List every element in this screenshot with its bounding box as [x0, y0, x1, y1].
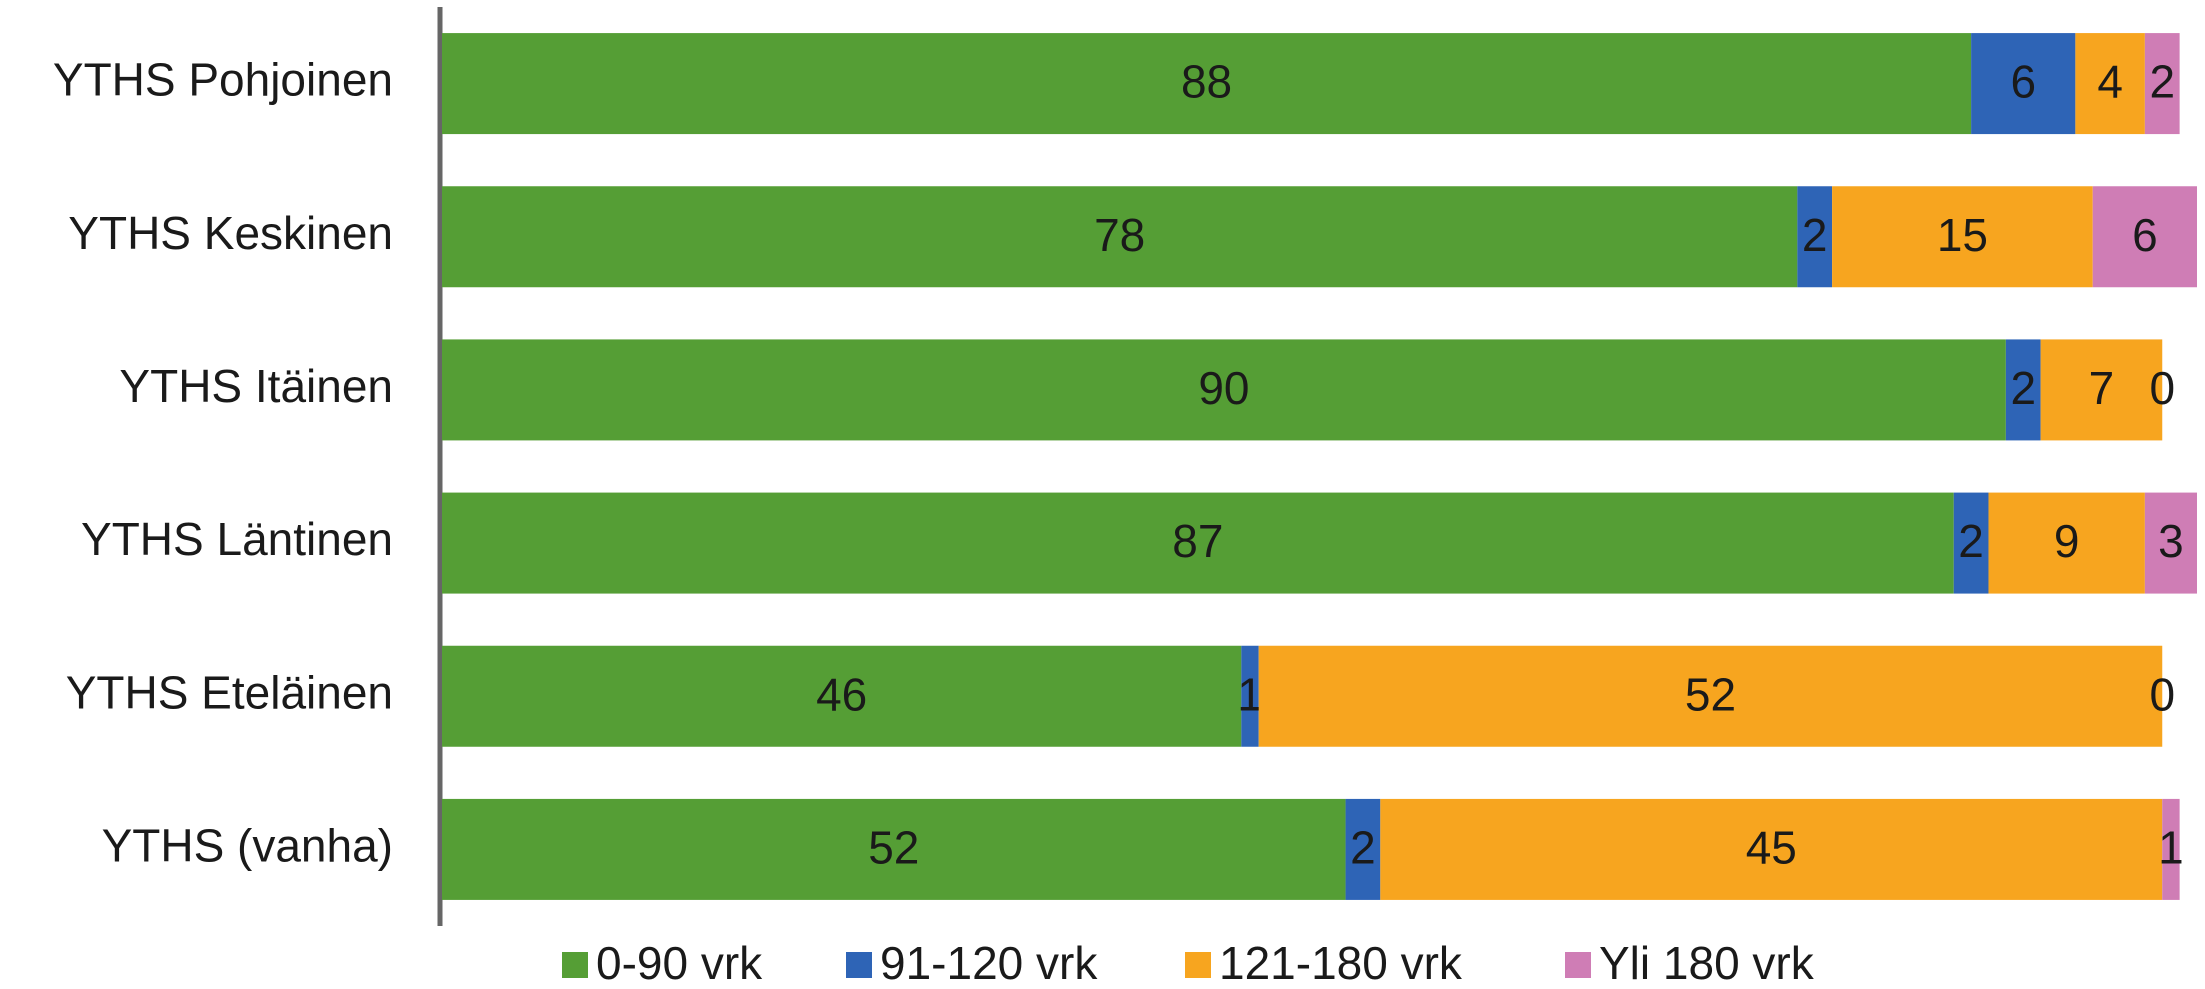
bar-segment: [1241, 645, 1259, 747]
bar-segment: [2144, 492, 2197, 594]
data-label: 88: [1181, 56, 1232, 108]
data-label: 15: [1937, 209, 1988, 261]
data-label: 0: [2149, 362, 2175, 414]
data-label: 1: [1237, 668, 1263, 720]
y-tick-label: YTHS Eteläinen: [66, 666, 393, 718]
y-tick-label: YTHS Läntinen: [81, 513, 393, 565]
y-tick-label: YTHS (vanha): [102, 820, 393, 872]
bar-segment: [442, 645, 1242, 747]
data-label: 2: [1958, 515, 1984, 567]
bar-segment: [442, 798, 1346, 900]
data-label: 0: [2149, 668, 2175, 720]
data-label: 78: [1094, 209, 1145, 261]
data-label: 45: [1746, 822, 1797, 874]
y-tick-label: YTHS Itäinen: [119, 360, 393, 412]
y-tick-label: YTHS Pohjoinen: [53, 54, 393, 106]
y-tick-label: YTHS Keskinen: [68, 207, 393, 259]
data-label: 2: [1802, 209, 1828, 261]
data-label: 2: [2149, 56, 2175, 108]
bar-segment: [2040, 339, 2163, 441]
legend-label: 91-120 vrk: [880, 937, 1098, 989]
legend-swatch: [562, 952, 588, 978]
bar-segment: [1380, 798, 2163, 900]
bar-segment: [2144, 33, 2180, 135]
bar-segment: [442, 339, 2006, 441]
legend-swatch: [1565, 952, 1591, 978]
data-label: 2: [2010, 362, 2036, 414]
data-label: 9: [2054, 515, 2080, 567]
data-label: 90: [1198, 362, 1249, 414]
legend-label: Yli 180 vrk: [1599, 937, 1815, 989]
legend-swatch: [1185, 952, 1211, 978]
data-label: 3: [2158, 515, 2184, 567]
legend-swatch: [846, 952, 872, 978]
bar-segment: [442, 186, 1798, 288]
bar-segment: [2005, 339, 2041, 441]
data-label: 52: [1685, 668, 1736, 720]
data-label: 7: [2089, 362, 2115, 414]
bar-segment: [2162, 798, 2180, 900]
bar-segment: [1832, 186, 2093, 288]
bar-segment: [2092, 186, 2197, 288]
data-label: 46: [816, 668, 867, 720]
bar-segment: [1971, 33, 2076, 135]
data-label: 6: [2132, 209, 2158, 261]
bar-segment: [2075, 33, 2145, 135]
data-label: 2: [1350, 822, 1376, 874]
legend-label: 0-90 vrk: [596, 937, 763, 989]
data-label: 1: [2158, 822, 2184, 874]
bar-segment: [442, 33, 1972, 135]
legend-label: 121-180 vrk: [1219, 937, 1463, 989]
bar-segment: [1953, 492, 1989, 594]
data-label: 6: [2010, 56, 2036, 108]
bar-segment: [1797, 186, 1833, 288]
bar-segment: [442, 492, 1954, 594]
bar-segment: [1258, 645, 2163, 747]
data-label: 4: [2097, 56, 2123, 108]
data-label: 52: [868, 822, 919, 874]
data-label: 87: [1172, 515, 1223, 567]
bar-segment: [1988, 492, 2145, 594]
bar-segment: [1345, 798, 1381, 900]
